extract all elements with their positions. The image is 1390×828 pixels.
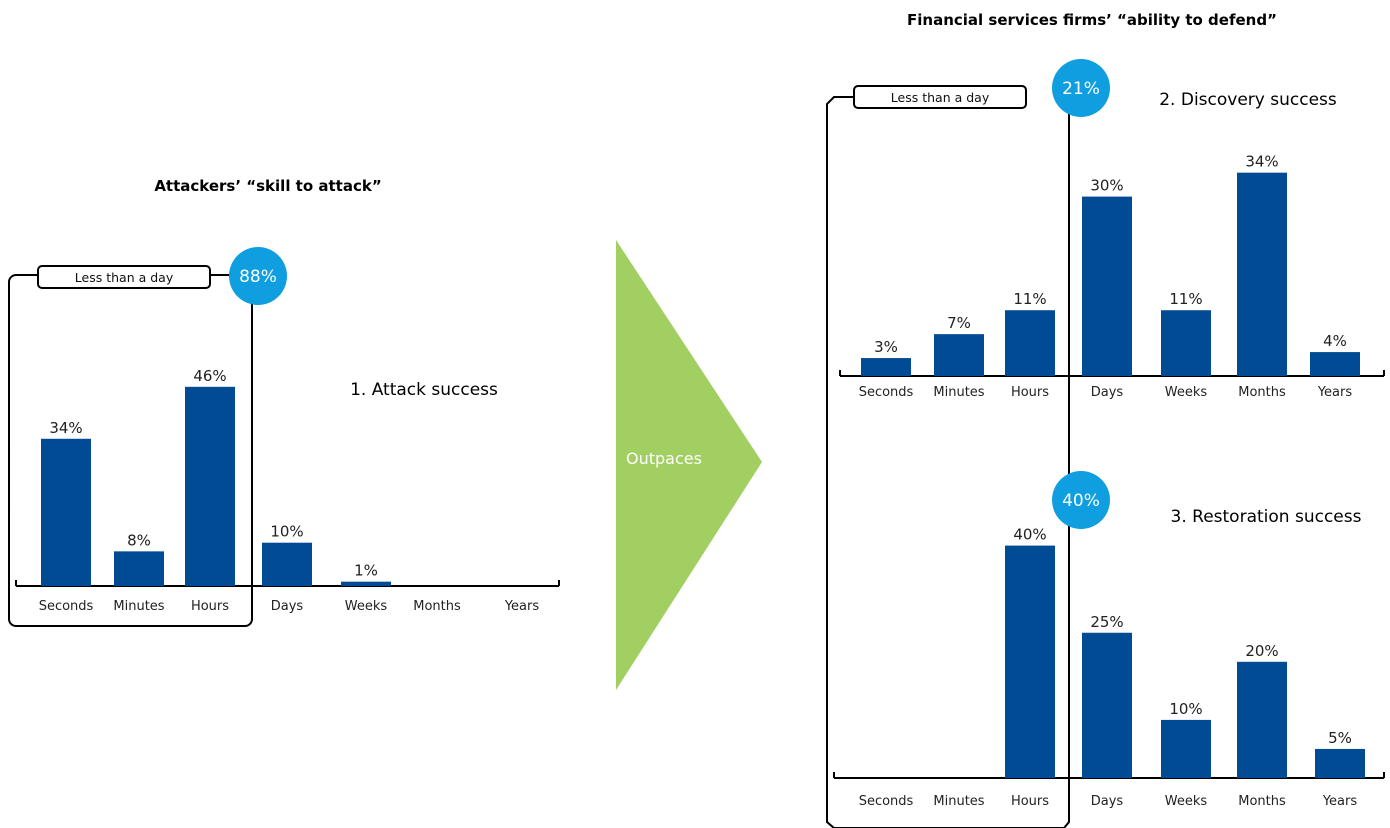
chart-2-title: 2. Discovery success — [1159, 90, 1337, 110]
value-label-years: 5% — [1328, 729, 1352, 747]
value-label-weeks: 10% — [1169, 700, 1202, 718]
value-label-hours: 46% — [193, 367, 226, 385]
bar-weeks — [1161, 310, 1211, 376]
tick-label-hours: Hours — [191, 599, 229, 614]
chart-2-discovery-success: 3% Seconds 7% Minutes 11% Hours 30% Days 11% Week… — [839, 153, 1385, 400]
bar-minutes — [934, 334, 984, 376]
chart-3-restoration-success: Seconds Minutes 40% Hours 25% Days 10% Weeks 20%… — [833, 526, 1385, 809]
bar-hours — [1005, 545, 1055, 778]
right-bracket-frame — [826, 96, 1070, 828]
value-label-minutes: 8% — [127, 531, 151, 549]
chart-1-title: 1. Attack success — [350, 380, 498, 400]
bar-days — [262, 542, 312, 586]
right-top-badge — [1052, 59, 1110, 117]
value-label-weeks: 11% — [1169, 290, 1202, 308]
bar-days — [1082, 632, 1132, 778]
value-label-seconds: 3% — [874, 338, 898, 356]
right-bracket-label: Less than a day — [891, 90, 990, 105]
tick-label-hours: Hours — [1011, 794, 1049, 809]
tick-label-weeks: Weeks — [345, 599, 388, 614]
bar-months — [1237, 661, 1287, 778]
tick-label-months: Months — [1238, 385, 1286, 400]
bar-minutes — [114, 551, 164, 586]
tick-label-years: Years — [1322, 794, 1358, 809]
left-bracket-label: Less than a day — [75, 270, 174, 285]
tick-label-seconds: Seconds — [39, 599, 94, 614]
tick-label-days: Days — [1091, 385, 1124, 400]
bar-days — [1082, 196, 1132, 376]
left-badge — [229, 247, 287, 305]
value-label-weeks: 1% — [354, 562, 378, 580]
chart-1-attack-success: 34% Seconds 8% Minutes 46% Hours 10% Days 1% Week… — [15, 367, 560, 614]
tick-label-years: Years — [504, 599, 540, 614]
tick-label-minutes: Minutes — [933, 385, 984, 400]
right-top-badge-label: 21% — [1062, 79, 1100, 99]
tick-label-days: Days — [1091, 794, 1124, 809]
tick-label-days: Days — [271, 599, 304, 614]
bar-years — [1315, 748, 1365, 778]
chart-3-title: 3. Restoration success — [1171, 507, 1362, 527]
right-bracket-pill — [853, 85, 1027, 109]
bar-hours — [1005, 310, 1055, 376]
value-label-minutes: 7% — [947, 314, 971, 332]
value-label-days: 25% — [1090, 613, 1123, 631]
left-section-title: Attackers’ “skill to attack” — [154, 177, 381, 195]
value-label-years: 4% — [1323, 332, 1347, 350]
tick-label-months: Months — [1238, 794, 1286, 809]
tick-label-weeks: Weeks — [1165, 794, 1208, 809]
tick-label-seconds: Seconds — [859, 385, 914, 400]
bar-weeks — [341, 581, 391, 586]
tick-label-hours: Hours — [1011, 385, 1049, 400]
tick-label-seconds: Seconds — [859, 794, 914, 809]
left-bracket-pill — [37, 265, 211, 289]
bar-months — [1237, 172, 1287, 376]
bar-hours — [185, 386, 235, 586]
bar-seconds — [861, 358, 911, 376]
bar-seconds — [41, 438, 91, 586]
bar-weeks — [1161, 719, 1211, 778]
tick-label-minutes: Minutes — [933, 794, 984, 809]
outpaces-arrow — [616, 240, 762, 690]
right-section-title: Financial services firms’ “ability to de… — [907, 11, 1277, 29]
tick-label-years: Years — [1317, 385, 1353, 400]
value-label-seconds: 34% — [49, 419, 82, 437]
value-label-months: 20% — [1245, 642, 1278, 660]
value-label-days: 10% — [270, 523, 303, 541]
value-label-hours: 11% — [1013, 290, 1046, 308]
right-bottom-badge-label: 40% — [1062, 491, 1100, 511]
tick-label-months: Months — [413, 599, 461, 614]
tick-label-weeks: Weeks — [1165, 385, 1208, 400]
outpaces-label: Outpaces — [626, 449, 702, 468]
value-label-hours: 40% — [1013, 526, 1046, 544]
left-badge-label: 88% — [239, 267, 277, 287]
tick-label-minutes: Minutes — [113, 599, 164, 614]
value-label-days: 30% — [1090, 177, 1123, 195]
bar-years — [1310, 352, 1360, 376]
right-bottom-badge — [1052, 471, 1110, 529]
value-label-months: 34% — [1245, 153, 1278, 171]
